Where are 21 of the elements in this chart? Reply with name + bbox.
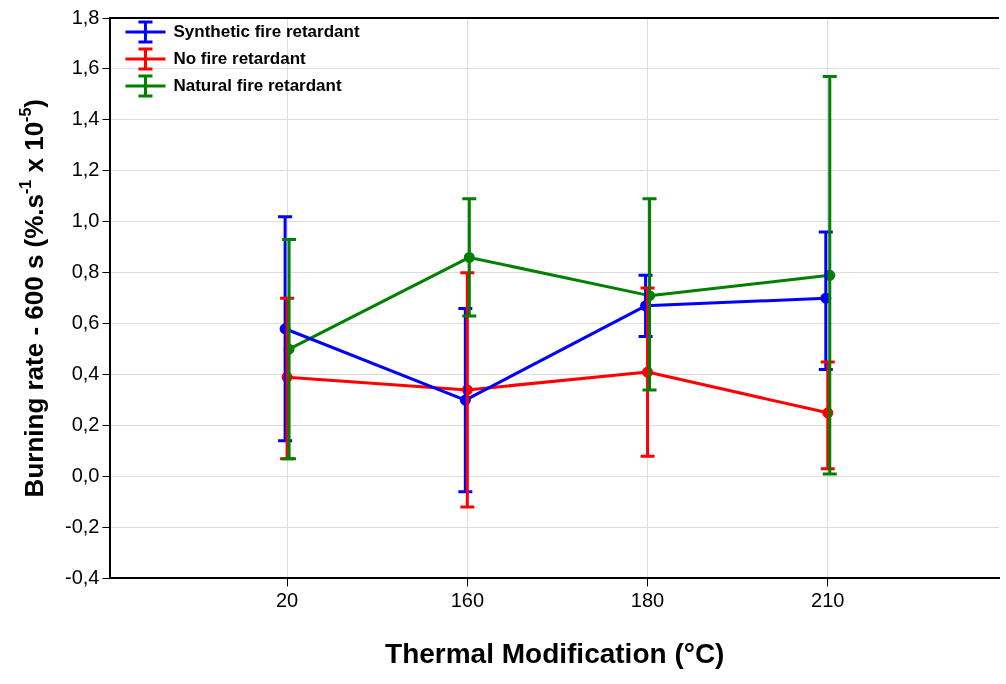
y-tick-label: 0,6 [71, 311, 100, 334]
y-tick-label: 0,8 [71, 260, 100, 283]
legend-label: Synthetic fire retardant [173, 21, 360, 41]
y-axis-title: Burning rate - 600 s (%.s-1 x 10-5) [17, 99, 50, 498]
y-tick-label: -0,4 [64, 565, 100, 588]
y-tick-label: 0,0 [71, 464, 100, 487]
x-tick-label: 210 [811, 588, 845, 611]
legend-label: Natural fire retardant [173, 75, 342, 95]
x-tick-label: 180 [630, 588, 665, 611]
y-tick-label: 1,2 [71, 158, 100, 181]
y-tick-label: 0,4 [71, 362, 100, 385]
y-tick-label: 0,2 [71, 413, 100, 436]
y-tick-label: 1,6 [71, 56, 100, 79]
y-tick-label: -0,2 [64, 514, 100, 537]
legend-label: No fire retardant [173, 48, 307, 68]
x-axis-title: Thermal Modification (°C) [385, 637, 725, 669]
y-tick-label: 1,0 [71, 209, 100, 232]
x-tick-label: 20 [275, 588, 299, 611]
y-tick-label: 1,4 [71, 107, 100, 130]
x-tick-label: 160 [450, 588, 485, 611]
y-tick-label: 1,8 [71, 5, 100, 28]
